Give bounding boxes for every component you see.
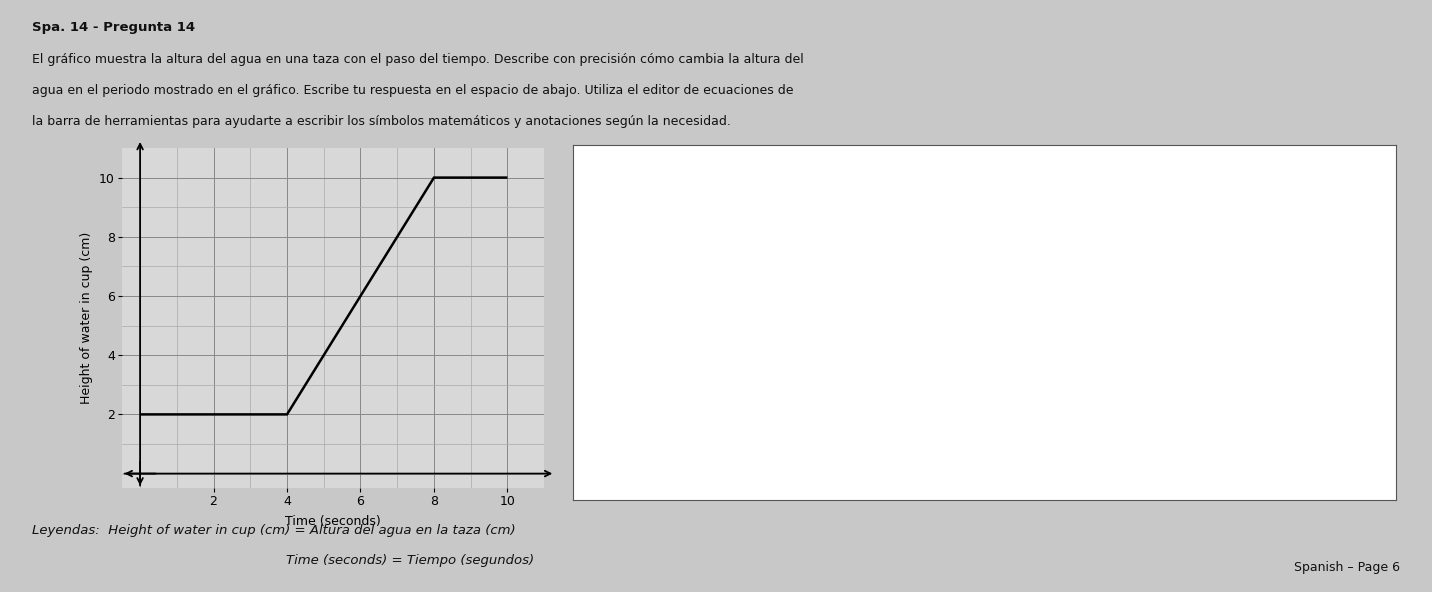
- Y-axis label: Height of water in cup (cm): Height of water in cup (cm): [80, 232, 93, 404]
- Text: Spa. 14 - Pregunta 14: Spa. 14 - Pregunta 14: [32, 21, 195, 34]
- Text: Leyendas:  Height of water in cup (cm) = Altura del agua en la taza (cm): Leyendas: Height of water in cup (cm) = …: [32, 524, 516, 537]
- Text: Time (seconds) = Tiempo (segundos): Time (seconds) = Tiempo (segundos): [286, 554, 534, 567]
- Text: la barra de herramientas para ayudarte a escribir los símbolos matemáticos y ano: la barra de herramientas para ayudarte a…: [32, 115, 730, 128]
- Text: El gráfico muestra la altura del agua en una taza con el paso del tiempo. Descri: El gráfico muestra la altura del agua en…: [32, 53, 803, 66]
- X-axis label: Time (seconds): Time (seconds): [285, 515, 381, 528]
- Text: Spanish – Page 6: Spanish – Page 6: [1295, 561, 1400, 574]
- Text: agua en el periodo mostrado en el gráfico. Escribe tu respuesta en el espacio de: agua en el periodo mostrado en el gráfic…: [32, 84, 793, 97]
